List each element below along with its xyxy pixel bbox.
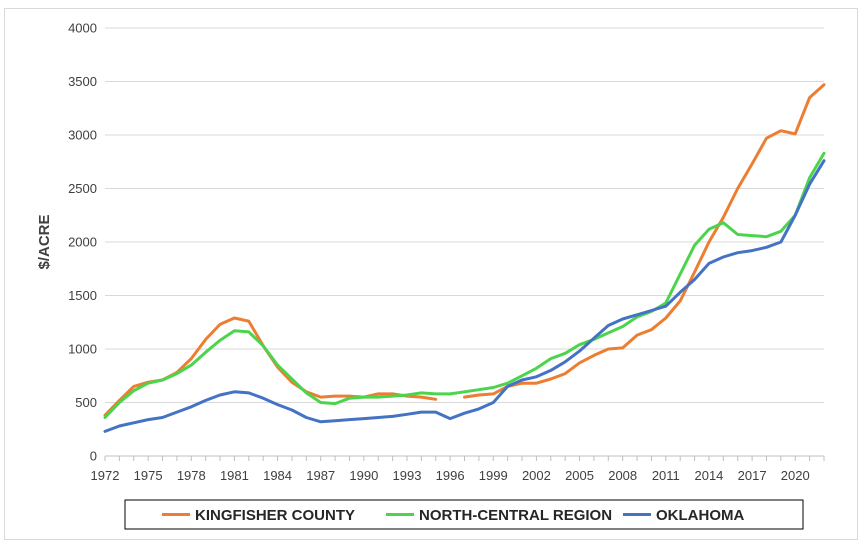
y-tick-label: 4000 xyxy=(68,21,97,36)
series-line-0 xyxy=(463,83,826,399)
y-axis-title: $/ACRE xyxy=(36,214,53,269)
x-tick-label: 1990 xyxy=(349,468,378,483)
x-tick-label: 2011 xyxy=(652,468,680,483)
axes xyxy=(104,455,825,461)
y-tick-label: 2000 xyxy=(68,235,97,250)
y-tick-label: 1500 xyxy=(68,288,97,303)
y-tick-label: 500 xyxy=(75,395,97,410)
gridlines xyxy=(105,27,824,403)
legend-box xyxy=(124,499,804,530)
x-tick-label: 1987 xyxy=(306,468,335,483)
series-line-2 xyxy=(103,159,826,433)
y-tick-labels: 0 500 1000 1500 2000 2500 3000 3500 4000 xyxy=(68,21,97,464)
y-tick-label: 0 xyxy=(90,449,97,464)
x-tick-label: 2020 xyxy=(781,468,810,483)
x-tick-label: 1978 xyxy=(177,468,206,483)
legend-label-0: KINGFISHER COUNTY xyxy=(195,507,355,524)
x-tick-label: 1984 xyxy=(263,468,292,483)
x-tick-label: 2002 xyxy=(522,468,551,483)
x-tick-labels: 1972 1975 1978 1981 1984 1987 1990 1993 1996 1999… xyxy=(91,468,810,483)
x-tick-label: 1996 xyxy=(436,468,465,483)
x-tick-label: 1999 xyxy=(479,468,508,483)
x-tick-label: 2017 xyxy=(738,468,767,483)
y-tick-label: 3500 xyxy=(68,74,97,89)
series-lines xyxy=(103,83,826,433)
legend-label-1: NORTH-CENTRAL REGION xyxy=(419,507,612,524)
y-tick-label: 2500 xyxy=(68,181,97,196)
x-tick-label: 1993 xyxy=(393,468,422,483)
y-tick-label: 1000 xyxy=(68,342,97,357)
x-tick-label: 2005 xyxy=(565,468,594,483)
x-tick-label: 2014 xyxy=(694,468,723,483)
legend-label-2: OKLAHOMA xyxy=(656,507,744,524)
legend: KINGFISHER COUNTY NORTH-CENTRAL REGION OKL… xyxy=(124,499,804,530)
x-tick-label: 1981 xyxy=(220,468,249,483)
y-tick-label: 3000 xyxy=(68,128,97,143)
series-line-1 xyxy=(103,151,826,419)
chart-frame: 0 500 1000 1500 2000 2500 3000 3500 4000 1972 197… xyxy=(4,8,858,540)
x-tick-label: 2008 xyxy=(608,468,637,483)
x-tick-label: 1972 xyxy=(91,468,120,483)
x-tick-label: 1975 xyxy=(134,468,163,483)
